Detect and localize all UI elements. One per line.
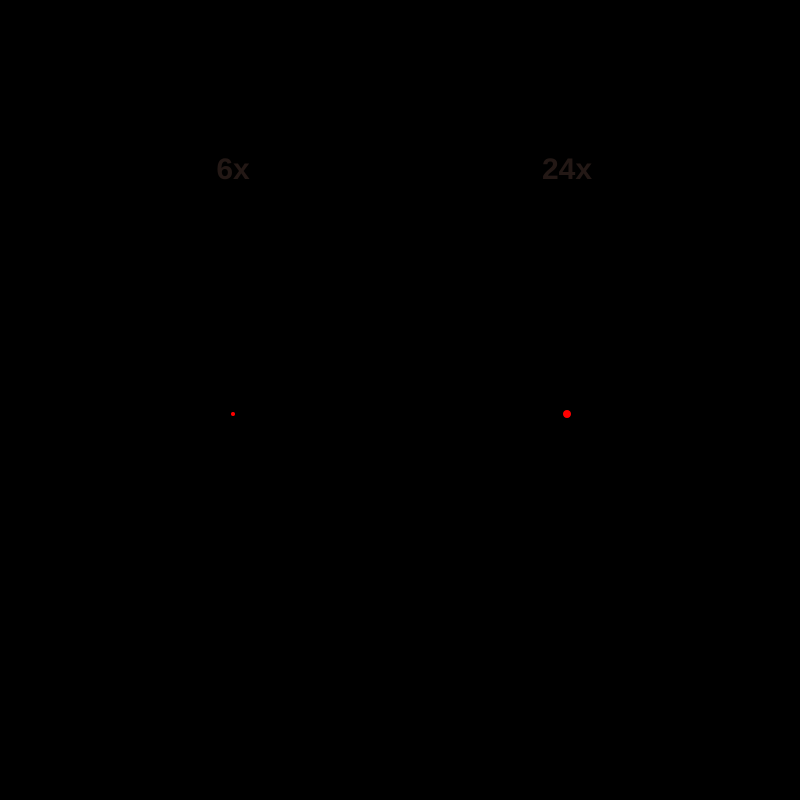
reticle-comparison-diagram: 6x 24x	[0, 0, 800, 800]
aim-dot-24x	[563, 410, 571, 418]
magnification-label-24x: 24x	[542, 153, 592, 187]
aim-dot-6x	[231, 412, 235, 416]
magnification-label-6x: 6x	[216, 153, 249, 187]
